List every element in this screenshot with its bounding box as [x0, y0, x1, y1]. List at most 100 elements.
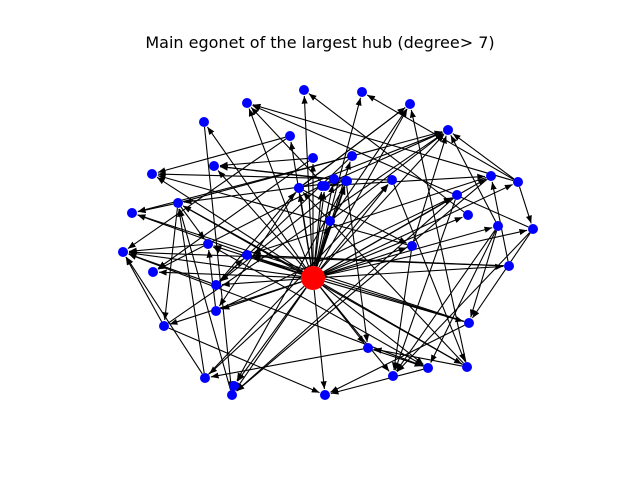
graph-edge [316, 186, 346, 267]
graph-edge [208, 184, 389, 375]
graph-node [320, 390, 330, 400]
graph-edge [128, 243, 204, 254]
graph-node [242, 250, 252, 260]
graph-edge [313, 289, 327, 390]
graph-edge [128, 253, 212, 284]
graph-edge [221, 278, 302, 288]
graph-edge [391, 250, 412, 371]
graph-node [407, 241, 417, 251]
graph-edge [430, 230, 497, 363]
graph-edge [158, 180, 330, 270]
graph-edge [206, 249, 216, 307]
graph-node [325, 216, 335, 226]
graph-edge [323, 216, 463, 275]
graph-edge [168, 327, 320, 394]
graph-edge [252, 176, 487, 254]
graph-edge [315, 226, 330, 267]
graph-node [200, 373, 210, 383]
graph-edge [320, 134, 445, 270]
graph-node [528, 224, 538, 234]
graph-edge [252, 256, 465, 323]
graph-edge [177, 208, 205, 374]
graph-edge [396, 232, 530, 373]
graph-node [285, 131, 295, 141]
graph-edge [332, 108, 408, 218]
graph-node [211, 280, 221, 290]
graph-edge [157, 160, 310, 269]
graph-node [159, 321, 169, 331]
graph-edge [252, 104, 529, 228]
graph-edge [412, 135, 447, 242]
graph-edge [236, 197, 454, 392]
graph-node [357, 87, 367, 97]
graph-edge [125, 256, 163, 322]
graph-edge [250, 107, 323, 183]
graph-node [504, 261, 514, 271]
graph-edge [236, 178, 488, 392]
graph-edge [330, 324, 465, 393]
graph-node [173, 198, 183, 208]
graph-edge [471, 232, 531, 319]
graph-node [513, 177, 523, 187]
graph-edge [218, 192, 296, 282]
graph-edge [333, 133, 444, 219]
graph-edge [326, 131, 443, 185]
graph-node [387, 175, 397, 185]
graph-node [388, 371, 398, 381]
graph-node [299, 85, 309, 95]
graph-edge [366, 94, 514, 180]
graph-edge [203, 126, 234, 390]
graph-node [199, 117, 209, 127]
edges-layer [125, 93, 532, 395]
graph-edge [167, 132, 444, 324]
graph-node [294, 183, 304, 193]
graph-node [118, 247, 128, 257]
graph-node [462, 362, 472, 372]
graph-edge [322, 284, 424, 365]
hub-node [301, 266, 325, 290]
graph-edge [314, 184, 335, 267]
graph-edge [372, 349, 423, 367]
graph-edge [252, 252, 505, 267]
graph-edge [346, 185, 370, 343]
graph-node [308, 153, 318, 163]
graph-edge [303, 131, 443, 187]
graph-edge [219, 164, 343, 181]
graph-edge [169, 281, 302, 325]
graph-node [464, 318, 474, 328]
graph-node [405, 99, 415, 109]
graph-node [342, 176, 352, 186]
graph-edge [217, 170, 306, 270]
graph-edge [125, 256, 203, 375]
graph-edge [302, 107, 406, 186]
graph-edge [220, 159, 349, 282]
graph-edge [395, 229, 496, 372]
graph-node [127, 208, 137, 218]
graph-node [452, 190, 462, 200]
graph-edge [469, 230, 498, 318]
graph-node [229, 381, 239, 391]
graph-edge [137, 214, 465, 322]
chart-title: Main egonet of the largest hub (degree> … [145, 33, 495, 52]
graph-node [320, 181, 330, 191]
graph-edge [156, 176, 304, 272]
graph-edge [330, 368, 424, 395]
graph-edge [237, 287, 307, 382]
graph-edge [324, 228, 528, 276]
graph-edge [219, 157, 309, 168]
graph-edge [373, 347, 463, 367]
graph-edge [303, 189, 407, 244]
graph-node [148, 267, 158, 277]
graph-edge [220, 197, 452, 310]
graph-node [423, 363, 433, 373]
graph-node [443, 125, 453, 135]
graph-edge [324, 263, 504, 278]
graph-edge [157, 174, 408, 246]
graph-edge [180, 206, 205, 240]
graph-edge [128, 250, 302, 277]
graph-node [242, 98, 252, 108]
graph-node [211, 306, 221, 316]
graph-edge [452, 133, 515, 180]
